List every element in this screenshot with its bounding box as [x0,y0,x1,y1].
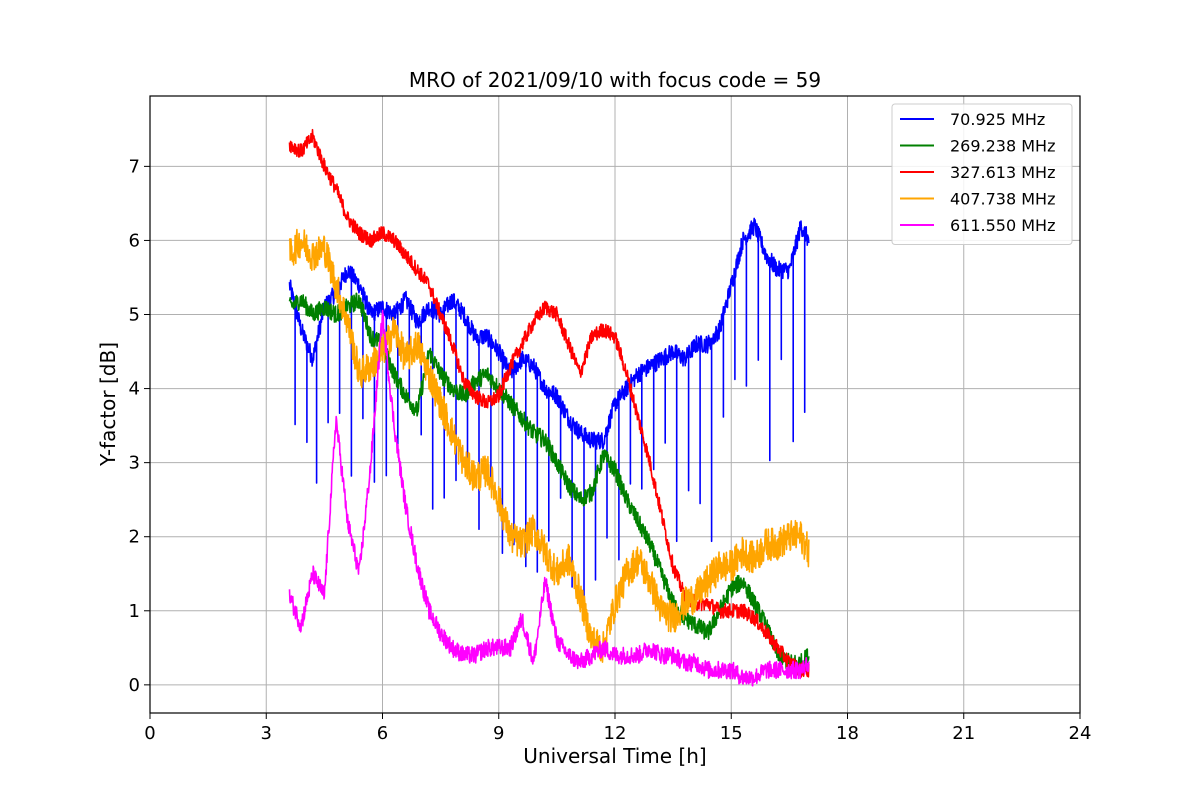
x-tick-label: 6 [377,723,388,744]
series-line [288,228,810,663]
legend-box [891,103,1073,245]
legend-entry: 269.238 MHz [950,137,1055,156]
y-tick-label: 3 [129,453,140,474]
legend-entry: 611.550 MHz [950,216,1055,235]
series-line [288,217,810,613]
legend-entry: 70.925 MHz [950,110,1045,129]
y-tick-label: 5 [129,305,140,326]
y-tick-label: 0 [129,675,140,696]
x-tick-label: 0 [144,723,155,744]
legend-entry: 407.738 MHz [950,190,1055,209]
series-layer [288,128,810,687]
y-tick-label: 4 [129,379,140,400]
y-tick-label: 7 [129,156,140,177]
legend-entry: 327.613 MHz [950,163,1055,182]
x-tick-label: 18 [836,723,859,744]
x-axis-title: Universal Time [h] [523,744,706,768]
series-line [288,128,810,678]
x-tick-label: 24 [1069,723,1092,744]
y-tick-label: 6 [129,230,140,251]
x-tick-label: 15 [720,723,743,744]
x-tick-label: 3 [261,723,272,744]
y-axis-title: Y-factor [dB] [96,342,120,467]
y-tick-label: 2 [129,527,140,548]
chart-title: MRO of 2021/09/10 with focus code = 59 [409,68,821,92]
x-tick-label: 12 [604,723,627,744]
series-line [288,309,810,687]
x-tick-label: 9 [493,723,504,744]
x-tick-label: 21 [952,723,975,744]
y-tick-label: 1 [129,601,140,622]
legend: 70.925 MHz 269.238 MHz 327.613 MHz 407.738 … [891,103,1073,245]
